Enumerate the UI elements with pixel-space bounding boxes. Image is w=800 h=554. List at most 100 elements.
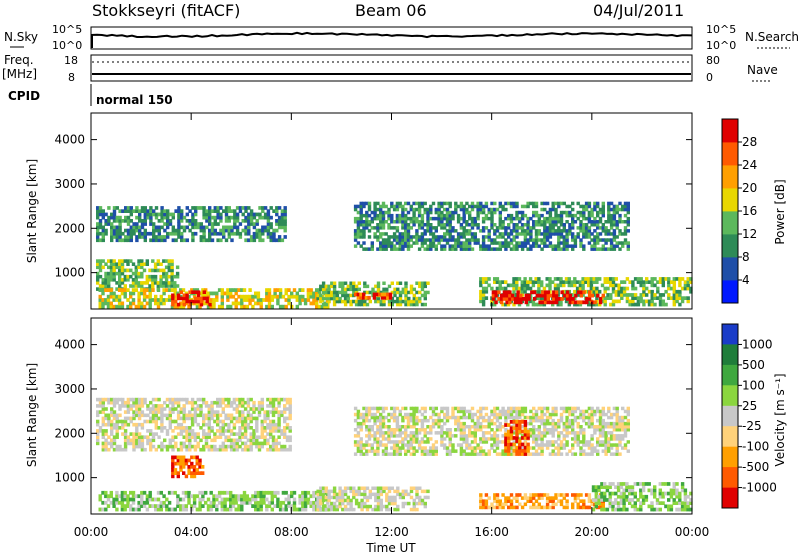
velocity-cell <box>223 497 227 502</box>
power-cell <box>437 210 441 215</box>
velocity-cell <box>220 490 224 495</box>
power-cell <box>542 302 547 307</box>
power-cell <box>209 291 213 296</box>
power-cell <box>622 289 627 294</box>
power-cell <box>233 212 237 217</box>
power-cell <box>520 216 525 221</box>
power-cell <box>516 293 520 298</box>
velocity-cell <box>607 415 611 420</box>
power-cell <box>617 293 621 297</box>
velocity-cell <box>509 406 514 411</box>
power-cell <box>426 247 430 251</box>
power-cell <box>543 229 547 233</box>
power-cell <box>269 225 273 230</box>
velocity-cell <box>176 410 181 414</box>
velocity-cell <box>182 397 186 402</box>
power-cell <box>140 284 144 288</box>
velocity-cell <box>596 443 600 447</box>
power-cell <box>445 213 450 218</box>
velocity-cell <box>609 434 614 438</box>
velocity-cell <box>190 397 195 402</box>
power-cell <box>208 238 212 243</box>
velocity-cell <box>232 432 237 436</box>
velocity-cell <box>534 428 539 432</box>
power-cell <box>543 244 547 248</box>
velocity-cell <box>301 490 305 495</box>
power-cell <box>96 215 100 220</box>
power-cell <box>589 280 594 284</box>
power-cell <box>612 204 617 209</box>
power-cell <box>615 235 619 239</box>
power-cell <box>504 201 508 206</box>
power-cell <box>159 298 163 302</box>
power-cell <box>517 302 522 307</box>
velocity-cell <box>224 404 228 408</box>
power-cell <box>429 210 433 215</box>
velocity-cell <box>623 446 628 450</box>
power-cell <box>145 259 149 263</box>
power-cell <box>343 281 348 285</box>
power-cell <box>191 231 195 236</box>
power-cell <box>556 286 560 291</box>
velocity-cell <box>607 449 611 453</box>
power-cell <box>448 204 452 209</box>
power-cell <box>559 229 564 233</box>
power-cell <box>352 290 356 295</box>
power-cell <box>548 226 553 230</box>
power-cell <box>423 302 427 307</box>
power-y-tick-label: 1000 <box>54 266 85 280</box>
power-cell <box>131 281 136 285</box>
power-cell <box>498 286 502 291</box>
power-cell <box>574 293 578 298</box>
power-cell <box>379 210 383 215</box>
velocity-cell <box>306 497 311 502</box>
velocity-cell <box>196 397 200 402</box>
power-cell <box>107 284 111 288</box>
velocity-cell <box>96 429 100 433</box>
power-cell <box>512 289 516 294</box>
power-cell <box>589 289 594 294</box>
velocity-cell <box>498 425 502 429</box>
velocity-cell <box>390 428 394 432</box>
velocity-cell <box>609 425 614 429</box>
power-cell <box>595 299 599 304</box>
power-cell <box>196 296 201 301</box>
velocity-cell <box>406 446 411 450</box>
velocity-cell <box>551 449 555 453</box>
velocity-cell <box>232 397 237 402</box>
power-cell <box>163 228 167 233</box>
power-cell <box>229 291 233 296</box>
velocity-cell <box>576 406 580 411</box>
velocity-cell <box>210 407 214 411</box>
power-cell <box>526 226 530 230</box>
power-cell <box>531 280 536 284</box>
velocity-cell <box>465 425 469 429</box>
power-cell <box>205 238 209 243</box>
power-cell <box>440 213 444 218</box>
power-cell <box>126 215 131 220</box>
power-cell <box>132 228 136 233</box>
velocity-cell <box>621 406 625 411</box>
power-cell <box>520 247 525 251</box>
power-cell <box>448 229 452 233</box>
power-cell <box>380 292 385 297</box>
power-cell <box>523 232 528 236</box>
velocity-cell <box>476 443 480 447</box>
velocity-cell <box>104 444 108 449</box>
power-cell <box>142 288 147 292</box>
power-cell <box>409 287 414 292</box>
velocity-cell <box>110 426 114 430</box>
velocity-cell <box>367 443 372 447</box>
velocity-cell <box>356 415 361 420</box>
velocity-cell <box>456 415 461 420</box>
power-cell <box>523 223 528 227</box>
velocity-cell <box>338 495 342 500</box>
velocity-cell <box>343 498 348 503</box>
velocity-cell <box>465 452 469 456</box>
velocity-cell <box>96 432 100 436</box>
velocity-cell <box>243 426 248 430</box>
power-cell <box>543 300 548 305</box>
velocity-cell <box>237 494 241 499</box>
power-cell <box>357 287 361 292</box>
power-cell <box>177 222 181 226</box>
